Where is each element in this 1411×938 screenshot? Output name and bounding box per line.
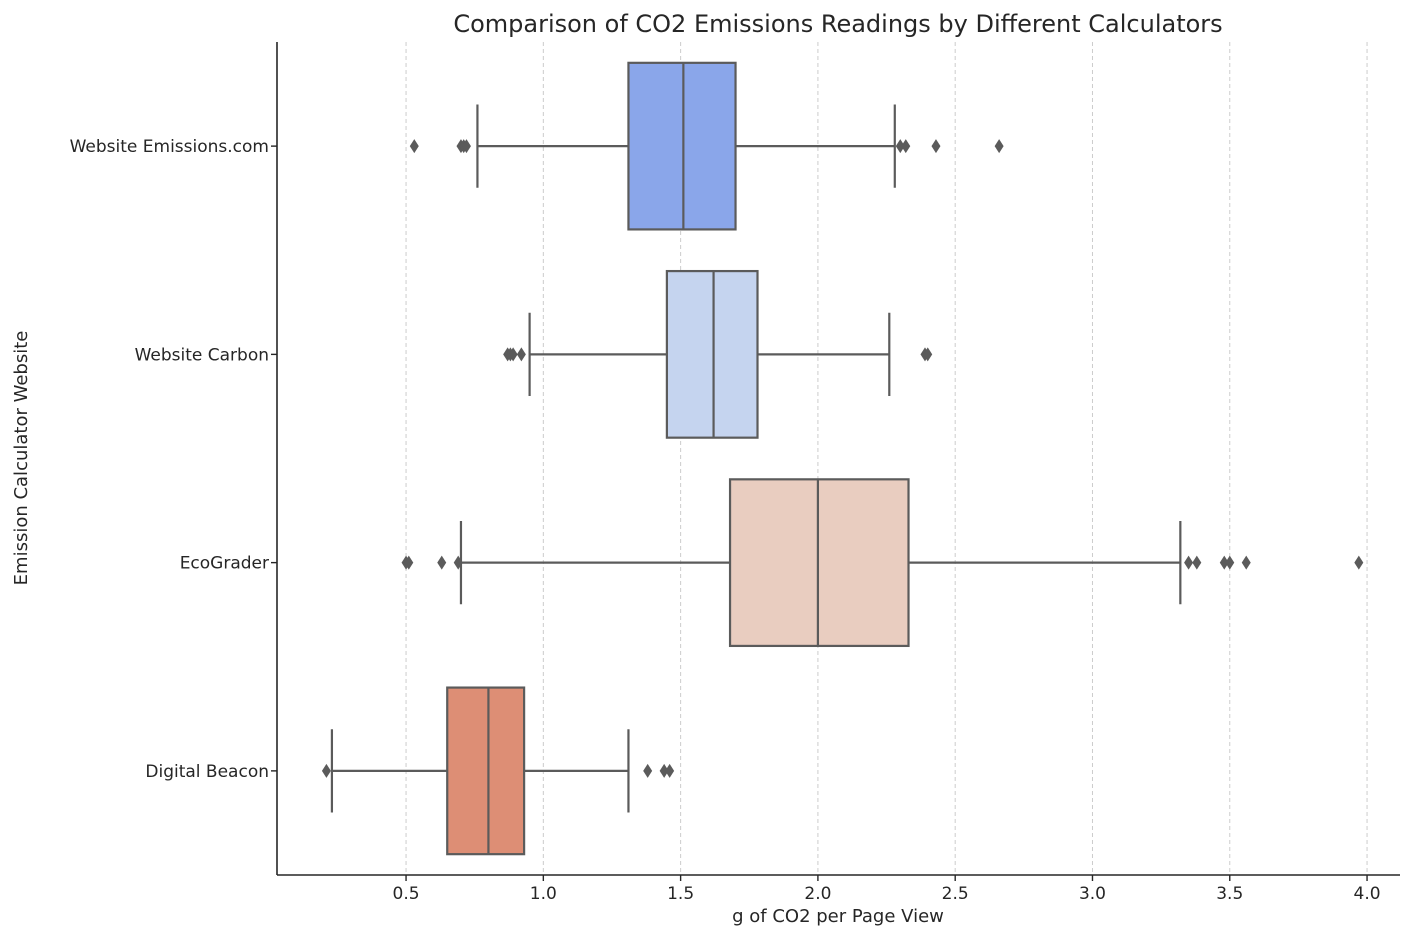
box-layer [321,61,1364,856]
iqr-box [627,61,737,231]
tick-layer: 0.5 1.0 1.5 2.0 2.5 3.0 3.5 4.0 Website Emission… [70,137,1381,904]
x-tick-label: 4.0 [1354,884,1381,904]
outlier-point [453,555,463,570]
outlier-point [516,347,526,362]
box-group [409,61,1004,231]
outlier-point [901,139,911,154]
iqr-box [665,269,759,439]
outlier-point [994,139,1004,154]
outlier-point [665,763,675,778]
outlier-point [659,763,669,778]
grid-layer [405,42,1368,875]
outlier-point [931,139,941,154]
x-tick-label: 3.5 [1216,884,1243,904]
outlier-point [923,347,933,362]
outlier-point [409,139,419,154]
outlier-point [508,347,518,362]
y-tick-label: Website Emissions.com [70,137,269,157]
box-group [321,686,675,856]
outlier-point [1219,555,1229,570]
outlier-point [437,555,447,570]
outlier-point [1192,555,1202,570]
axis-layer [276,42,1400,876]
x-tick-label: 0.5 [393,884,420,904]
outlier-point [1354,555,1364,570]
iqr-box [728,478,910,648]
x-tick-label: 2.5 [942,884,969,904]
outlier-point [461,139,471,154]
y-tick-label: Website Carbon [135,345,269,365]
outlier-point [1241,555,1251,570]
outlier-point [321,763,331,778]
y-axis-label: Emission Calculator Website [11,331,32,586]
x-axis-label: g of CO2 per Page View [732,906,944,927]
y-tick-label: EcoGrader [180,554,269,574]
chart-title: Comparison of CO2 Emissions Readings by … [453,10,1222,38]
x-tick-label: 3.0 [1079,884,1106,904]
y-tick-label: Digital Beacon [145,762,269,782]
iqr-box [446,686,526,856]
outlier-point [1184,555,1194,570]
box-group [503,269,933,439]
x-tick-label: 1.5 [667,884,694,904]
outlier-point [643,763,653,778]
box-group [401,478,1364,648]
x-tick-label: 2.0 [804,884,831,904]
outlier-point [1225,555,1235,570]
outlier-point [895,139,905,154]
outlier-point [404,555,414,570]
x-tick-label: 1.0 [530,884,557,904]
